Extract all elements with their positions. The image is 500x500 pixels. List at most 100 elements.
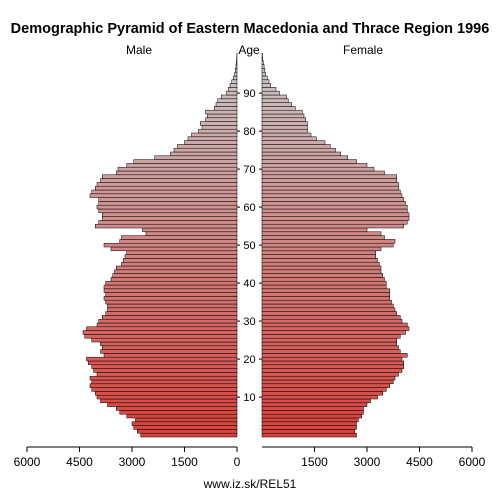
male-bar-age-2 (133, 425, 238, 430)
male-bar-age-37 (105, 292, 238, 297)
female-bar-age-73 (261, 155, 348, 160)
source-url[interactable]: www.iz.sk/REL51 (203, 477, 297, 491)
male-bar-age-29 (96, 322, 238, 328)
female-bar-age-61 (261, 201, 406, 206)
age-tick-label-40: 40 (243, 278, 255, 290)
male-bar-age-34 (107, 303, 238, 309)
female-bar-age-47 (261, 254, 376, 259)
age-tick-label-80: 80 (243, 126, 255, 138)
female-bar-age-82 (261, 121, 308, 126)
female-bar-age-63 (261, 193, 403, 198)
female-bar-age-20 (261, 356, 403, 362)
male-bar-age-88 (217, 98, 238, 103)
male-bar-age-6 (119, 410, 238, 415)
female-bar-age-83 (261, 117, 306, 122)
male-bar-age-30 (98, 318, 238, 324)
female-bar-age-77 (261, 140, 326, 145)
bars (82, 52, 410, 438)
male-bar-age-87 (215, 102, 238, 107)
female-bar-age-51 (261, 239, 396, 244)
male-bar-age-40 (105, 280, 238, 286)
female-bar-age-9 (261, 398, 371, 404)
female-bar-age-14 (261, 379, 394, 385)
male-bar-age-76 (177, 144, 238, 149)
female-bar-age-30 (261, 318, 403, 324)
male-bar-age-12 (91, 387, 238, 392)
age-tick-label-90: 90 (243, 88, 255, 100)
female-bar-age-74 (261, 151, 341, 157)
male-bar-age-11 (95, 391, 238, 396)
female-bar-age-31 (261, 315, 401, 320)
male-bar-age-42 (112, 273, 238, 278)
age-tick-label-20: 20 (243, 354, 255, 366)
female-bar-age-81 (261, 125, 308, 130)
male-bar-age-55 (95, 223, 238, 229)
female-bar-age-15 (261, 375, 396, 381)
male-bar-age-90 (226, 90, 238, 96)
female-bar-age-97 (261, 64, 265, 69)
male-bar-age-95 (234, 71, 238, 77)
age-tick-label-60: 60 (243, 202, 255, 214)
female-bar-age-48 (261, 250, 376, 255)
x-tick-label-7: 4500 (406, 455, 433, 469)
male-bar-age-33 (107, 307, 238, 312)
male-bar-age-63 (89, 193, 238, 198)
female-bar-age-36 (261, 296, 390, 301)
female-bar-age-84 (261, 113, 305, 119)
female-bar-age-49 (261, 246, 382, 252)
female-bar-age-56 (261, 220, 408, 225)
male-bar-age-21 (103, 353, 238, 358)
female-bar-age-25 (261, 337, 397, 343)
male-bar-age-78 (187, 136, 238, 141)
male-bar-age-5 (126, 413, 238, 419)
female-bar-age-64 (261, 189, 401, 195)
male-bar-age-51 (119, 239, 238, 244)
male-bar-age-66 (96, 182, 238, 187)
female-bar-age-71 (261, 163, 368, 168)
male-bar-age-0 (140, 432, 238, 438)
male-bar-age-13 (89, 383, 238, 388)
female-bar-age-29 (261, 322, 408, 328)
female-bar-age-12 (261, 387, 387, 392)
male-bar-age-50 (103, 242, 238, 248)
female-bar-age-22 (261, 349, 401, 354)
male-bar-age-35 (105, 299, 238, 305)
female-bar-age-38 (261, 288, 390, 293)
female-bar-age-33 (261, 307, 396, 312)
male-bar-age-47 (124, 254, 238, 259)
female-bar-age-39 (261, 284, 387, 290)
male-bar-age-93 (231, 79, 238, 84)
female-bar-age-99 (261, 56, 263, 62)
chart-title: Demographic Pyramid of Eastern Macedonia… (10, 21, 490, 37)
female-bar-age-93 (261, 79, 270, 84)
female-bar-age-88 (261, 98, 289, 103)
male-bar-age-18 (91, 364, 238, 369)
female-bar-age-42 (261, 273, 383, 278)
male-bar-age-24 (100, 341, 238, 347)
female-bar-age-16 (261, 372, 399, 377)
x-tick-label-3: 1500 (171, 455, 198, 469)
female-bar-age-85 (261, 109, 303, 115)
male-bar-age-16 (96, 372, 238, 377)
female-bar-age-69 (261, 170, 385, 176)
male-bar-age-75 (173, 147, 238, 153)
female-bar-age-66 (261, 182, 399, 187)
male-bar-age-49 (110, 246, 238, 252)
male-bar-age-8 (107, 402, 238, 407)
female-bar-age-98 (261, 60, 264, 65)
male-bar-age-65 (95, 185, 238, 191)
male-bar-age-32 (105, 311, 238, 316)
male-bar-age-96 (235, 68, 238, 73)
female-bar-age-89 (261, 94, 287, 100)
age-tick-label-70: 70 (243, 164, 255, 176)
female-label: Female (342, 43, 383, 57)
male-bar-age-27 (82, 330, 238, 335)
male-bar-age-1 (137, 429, 238, 434)
female-bar-age-79 (261, 132, 312, 138)
male-bar-age-98 (236, 60, 238, 65)
female-bar-age-55 (261, 223, 404, 229)
x-tick-label-1: 4500 (66, 455, 93, 469)
female-bar-age-11 (261, 391, 383, 396)
female-bar-age-5 (261, 413, 362, 419)
